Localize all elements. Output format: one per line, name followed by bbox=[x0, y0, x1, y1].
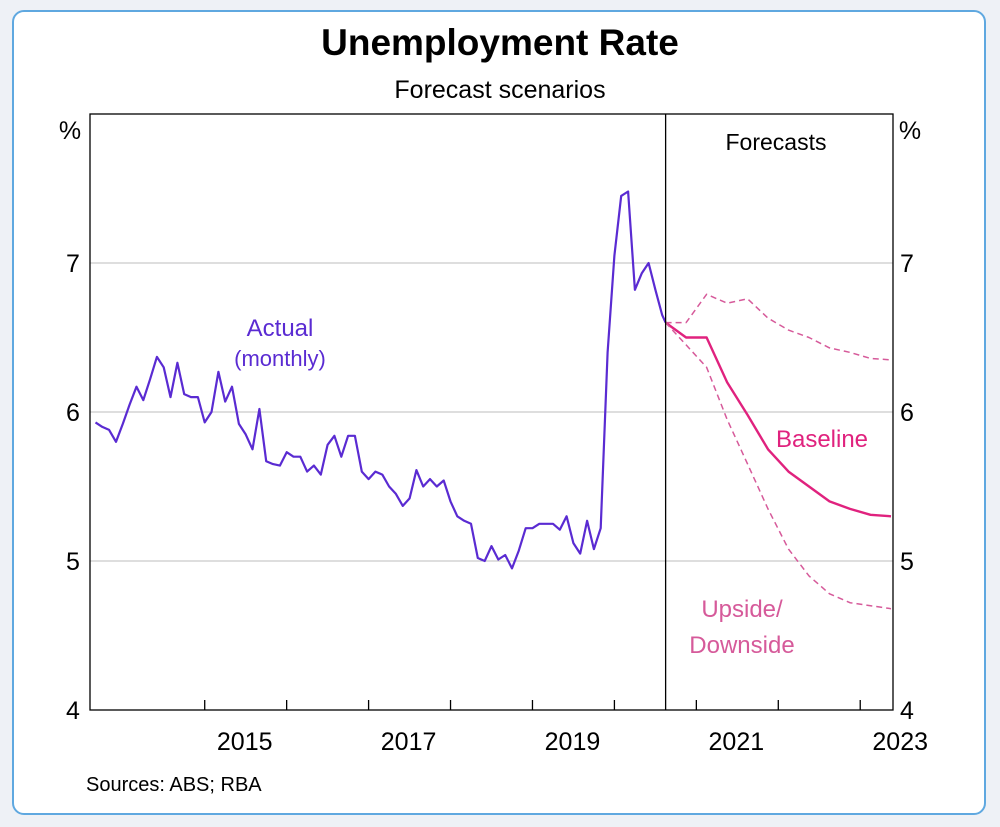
y-tick-label-right-4: 4 bbox=[900, 697, 914, 725]
y-tick-label-right-5: 5 bbox=[900, 548, 914, 576]
y-unit-left: % bbox=[59, 117, 81, 145]
range-label-line1: Upside/ bbox=[701, 596, 783, 623]
series-line-baseline bbox=[664, 321, 892, 518]
y-unit-right: % bbox=[899, 117, 921, 145]
x-tick-label-2021: 2021 bbox=[709, 728, 765, 756]
actual-sublabel: (monthly) bbox=[234, 346, 326, 371]
actual-label: Actual bbox=[247, 315, 314, 342]
x-tick-label-2023: 2023 bbox=[872, 728, 928, 756]
x-tick-label-2015: 2015 bbox=[217, 728, 273, 756]
chart-subtitle: Forecast scenarios bbox=[394, 76, 606, 104]
range-label-line2: Downside bbox=[689, 632, 794, 659]
y-tick-label-right-7: 7 bbox=[900, 250, 914, 278]
x-tick-label-2017: 2017 bbox=[381, 728, 437, 756]
plot-frame bbox=[89, 113, 894, 711]
y-tick-label-left-4: 4 bbox=[66, 697, 80, 725]
chart-title: Unemployment Rate bbox=[321, 22, 679, 63]
y-tick-label-right-6: 6 bbox=[900, 399, 914, 427]
x-tick-label-2019: 2019 bbox=[545, 728, 601, 756]
y-tick-label-left-6: 6 bbox=[66, 399, 80, 427]
y-tick-label-left-7: 7 bbox=[66, 250, 80, 278]
series-line-actual bbox=[94, 190, 667, 570]
source-note: Sources: ABS; RBA bbox=[86, 774, 262, 796]
series-lines bbox=[94, 190, 892, 610]
chart-labels: Forecasts Actual (monthly) Baseline Upside/D… bbox=[234, 129, 868, 659]
series-line-downside bbox=[665, 322, 892, 610]
series-line-upside bbox=[665, 293, 892, 361]
forecasts-label: Forecasts bbox=[726, 129, 827, 155]
baseline-label: Baseline bbox=[776, 426, 868, 453]
axes: 2015 2017 2019 2021 2023 4 4 5 5 6 6 7 7%% bbox=[59, 113, 928, 756]
y-tick-label-left-5: 5 bbox=[66, 548, 80, 576]
gridlines bbox=[90, 262, 893, 562]
